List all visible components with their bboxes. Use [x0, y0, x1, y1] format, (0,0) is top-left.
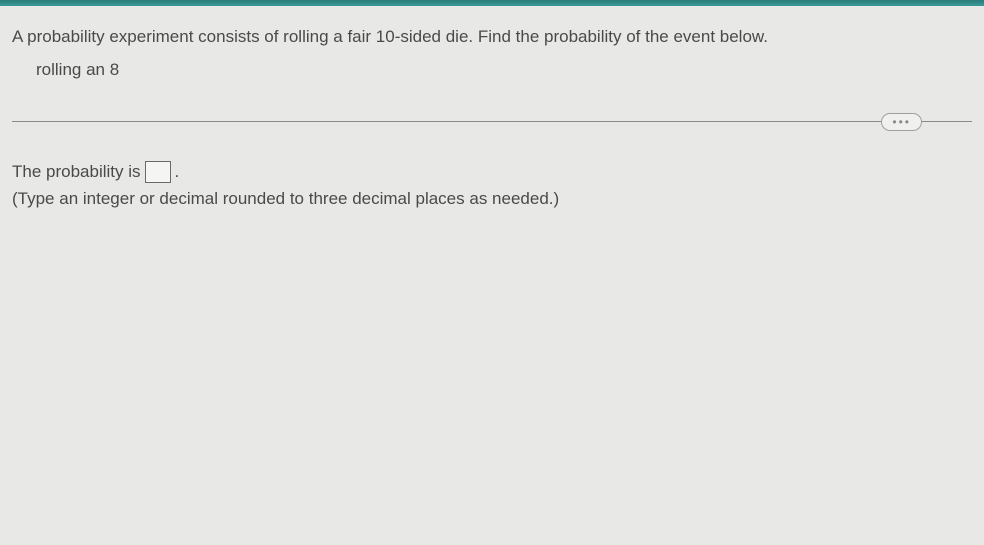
content-area: A probability experiment consists of rol… [0, 6, 984, 230]
question-event: rolling an 8 [36, 60, 972, 80]
answer-hint: (Type an integer or decimal rounded to t… [12, 186, 972, 212]
answer-line: The probability is . [12, 158, 972, 187]
divider-line [12, 121, 972, 122]
question-prompt: A probability experiment consists of rol… [12, 24, 972, 50]
divider-row: ••• [12, 110, 972, 134]
answer-section: The probability is . (Type an integer or… [12, 158, 972, 212]
more-options-button[interactable]: ••• [881, 113, 922, 131]
answer-prefix: The probability is [12, 158, 141, 187]
probability-input[interactable] [145, 161, 171, 183]
answer-suffix: . [175, 158, 180, 187]
